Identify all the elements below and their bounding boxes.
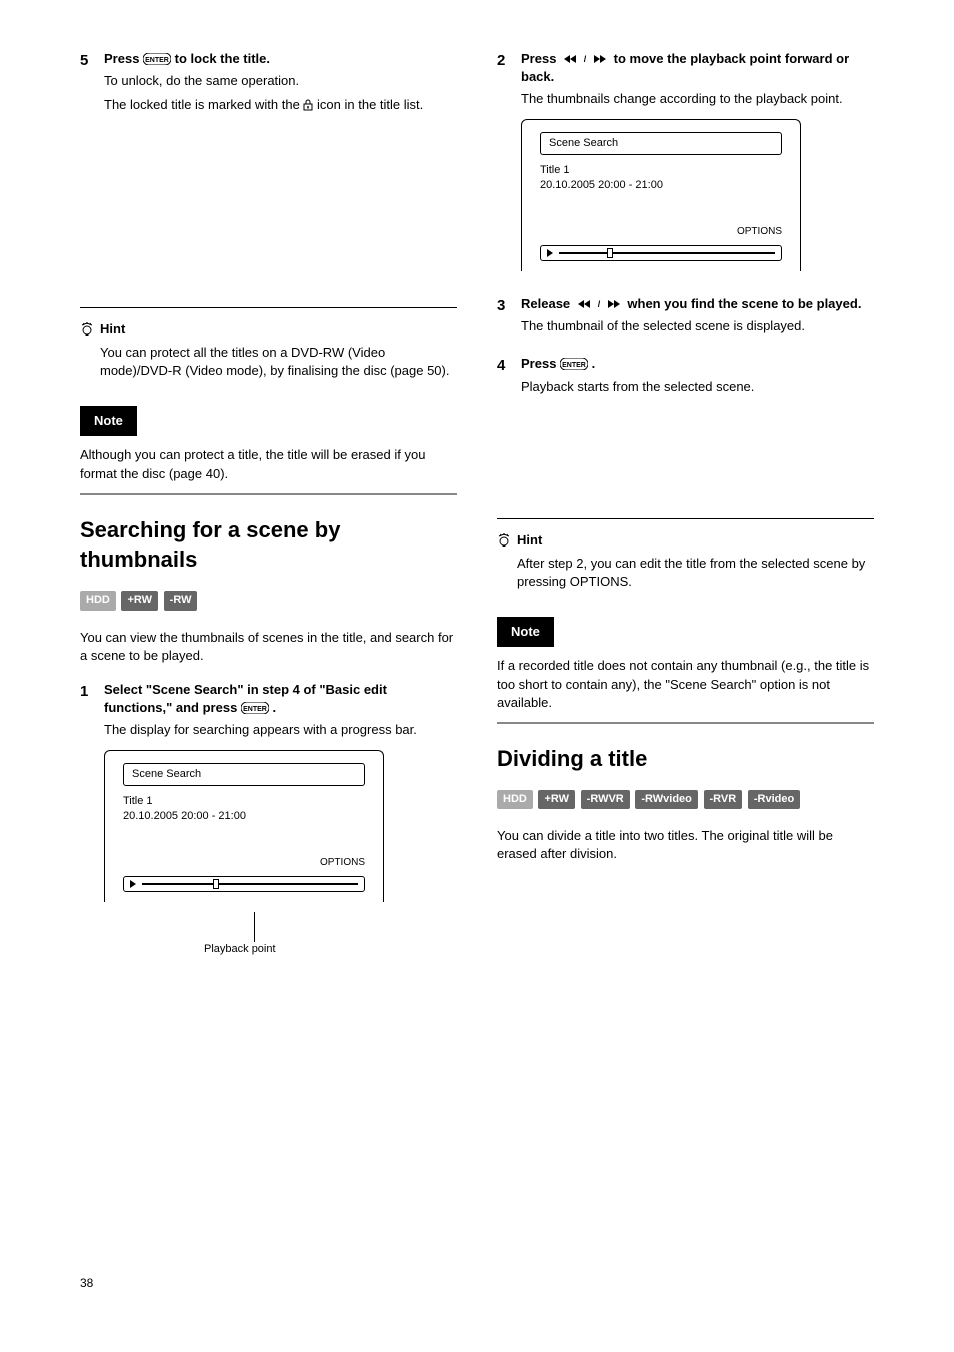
hint-heading: Hint <box>517 531 874 549</box>
tag-rwvr: -RWVR <box>581 790 630 809</box>
left-column: 5 Press ENTER to lock the title. To unlo… <box>80 50 457 971</box>
progress-thumb <box>213 879 219 889</box>
step-number: 4 <box>497 355 511 401</box>
hint-text: You can protect all the titles on a DVD-… <box>100 344 457 380</box>
tag-plusrw: +RW <box>538 790 575 809</box>
scene-search-screen-2: Scene Search Title 1 20.10.2005 20:00 - … <box>521 119 801 271</box>
hint-heading: Hint <box>100 320 457 338</box>
lock-icon <box>303 99 313 111</box>
step-1-body: The display for searching appears with a… <box>104 721 457 739</box>
screen-title: Scene Search <box>540 132 782 155</box>
divider <box>497 518 874 519</box>
note-badge: Note <box>497 617 554 647</box>
scene-search-screen-1: Scene Search Title 1 20.10.2005 20:00 - … <box>104 750 384 902</box>
screen-timestamp: 20.10.2005 20:00 - 21:00 <box>123 809 365 824</box>
hint-icon <box>80 320 94 387</box>
play-icon <box>130 880 136 888</box>
enter-icon: ENTER <box>560 358 588 370</box>
step-5: 5 Press ENTER to lock the title. To unlo… <box>80 50 457 121</box>
step-5-body-1: To unlock, do the same operation. <box>104 72 457 90</box>
options-label: OPTIONS <box>123 856 365 870</box>
progress-bar <box>123 876 365 892</box>
step-number: 2 <box>497 50 511 281</box>
progress-track <box>559 252 775 254</box>
screen-title: Scene Search <box>123 763 365 786</box>
step-4-body: Playback starts from the selected scene. <box>521 378 874 396</box>
step-number: 5 <box>80 50 94 121</box>
tag-rw1: +RW <box>121 591 158 610</box>
note-text: Although you can protect a title, the ti… <box>80 446 457 482</box>
svg-text:ENTER: ENTER <box>145 57 169 64</box>
step-1: 1 Select "Scene Search" in step 4 of "Ba… <box>80 681 457 957</box>
step-5-lead: Press ENTER to lock the title. <box>104 50 457 68</box>
hint-icon <box>497 531 511 598</box>
rewind-forward-icon: / <box>574 298 624 310</box>
format-tags-2: HDD +RW -RWVR -RWvideo -RVR -Rvideo <box>497 789 874 809</box>
progress-bar <box>540 245 782 261</box>
tag-rvr: -RVR <box>704 790 743 809</box>
section-title-scene-search: Searching for a scene by thumbnails <box>80 515 457 577</box>
tag-rw2: -RW <box>164 591 198 610</box>
screen-title-name: Title 1 <box>123 794 365 809</box>
format-tags: HDD +RW -RW <box>80 590 457 610</box>
progress-thumb <box>607 248 613 258</box>
right-column: 2 Press / to move the playback point for… <box>497 50 874 971</box>
divider <box>80 307 457 308</box>
step-number: 1 <box>80 681 94 957</box>
note-badge: Note <box>80 406 137 436</box>
svg-text:ENTER: ENTER <box>243 706 267 713</box>
tag-rvid: -Rvideo <box>748 790 800 809</box>
callout-line <box>254 912 255 942</box>
step-2: 2 Press / to move the playback point for… <box>497 50 874 281</box>
tag-hdd: HDD <box>80 591 116 610</box>
play-icon <box>547 249 553 257</box>
step-4-lead: Press ENTER . <box>521 355 874 373</box>
svg-text:ENTER: ENTER <box>562 362 586 369</box>
step-2-lead: Press / to move the playback point forwa… <box>521 50 874 86</box>
enter-icon: ENTER <box>143 53 171 65</box>
hint-block: Hint You can protect all the titles on a… <box>80 320 457 387</box>
step-3-lead: Release / when you find the scene to be … <box>521 295 874 313</box>
section-divider <box>80 493 457 495</box>
tag-hdd: HDD <box>497 790 533 809</box>
enter-icon: ENTER <box>241 702 269 714</box>
section-title-dividing: Dividing a title <box>497 744 874 775</box>
step-4: 4 Press ENTER . Playback starts from the… <box>497 355 874 401</box>
step-number: 3 <box>497 295 511 341</box>
step-5-body-2: The locked title is marked with the icon… <box>104 96 457 114</box>
step-2-body: The thumbnails change according to the p… <box>521 90 874 108</box>
section1-intro: You can view the thumbnails of scenes in… <box>80 629 457 665</box>
note-text-right: If a recorded title does not contain any… <box>497 657 874 712</box>
options-label: OPTIONS <box>540 225 782 239</box>
screen-timestamp: 20.10.2005 20:00 - 21:00 <box>540 178 782 193</box>
callout-label: Playback point <box>204 942 457 957</box>
hint-block-right: Hint After step 2, you can edit the titl… <box>497 531 874 598</box>
page-number: 38 <box>80 1275 93 1292</box>
section2-intro: You can divide a title into two titles. … <box>497 827 874 863</box>
svg-text:/: / <box>598 299 601 309</box>
section-divider <box>497 722 874 724</box>
rewind-forward-icon: / <box>560 53 610 65</box>
screen-title-name: Title 1 <box>540 163 782 178</box>
tag-rwvid: -RWvideo <box>635 790 698 809</box>
step-3: 3 Release / when you find the scene to b… <box>497 295 874 341</box>
hint-text-right: After step 2, you can edit the title fro… <box>517 555 874 591</box>
progress-track <box>142 883 358 885</box>
step-3-body: The thumbnail of the selected scene is d… <box>521 317 874 335</box>
svg-text:/: / <box>584 54 587 64</box>
step-1-lead: Select "Scene Search" in step 4 of "Basi… <box>104 681 457 717</box>
